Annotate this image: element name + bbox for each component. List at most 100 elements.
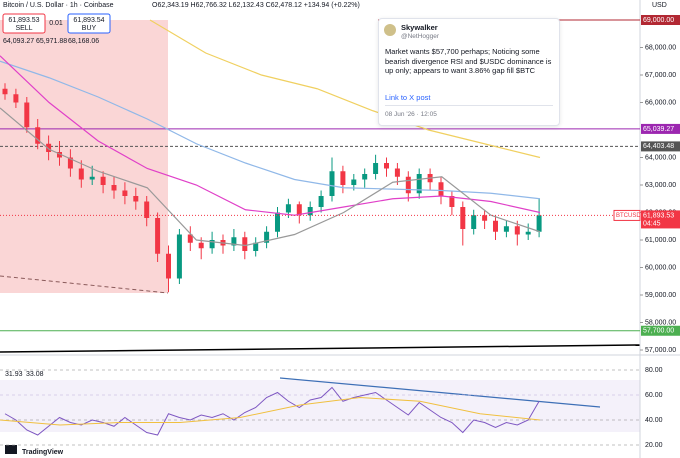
candle-body bbox=[78, 168, 84, 180]
rsi-tick-label: 40.00 bbox=[645, 417, 663, 424]
candle-body bbox=[231, 237, 237, 246]
tweet-link[interactable]: Link to X post bbox=[385, 93, 431, 102]
sell-price: 61,893.53 bbox=[8, 17, 39, 24]
level-label: 57,700.00 bbox=[643, 328, 674, 335]
candle-body bbox=[471, 215, 477, 229]
candle-body bbox=[318, 196, 324, 207]
candle-body bbox=[46, 143, 52, 152]
candle-body bbox=[482, 215, 488, 221]
rsi-ma-value: 33.08 bbox=[26, 371, 44, 378]
candle-body bbox=[503, 226, 509, 232]
y-tick-label: 66,000.00 bbox=[645, 99, 676, 106]
moving-average bbox=[149, 19, 541, 159]
candle-body bbox=[405, 176, 411, 194]
level-badge bbox=[641, 325, 680, 336]
candle-body bbox=[493, 220, 498, 232]
tweet-date: 08 Jun '26 · 12:05 bbox=[385, 111, 437, 118]
trendline bbox=[0, 344, 641, 353]
candle-body bbox=[340, 171, 346, 185]
candle-body bbox=[242, 237, 248, 251]
rsi-line bbox=[4, 386, 540, 436]
moving-average bbox=[0, 60, 541, 200]
price-badge bbox=[641, 210, 680, 229]
candle-body bbox=[2, 88, 8, 95]
candle-body bbox=[100, 176, 106, 185]
y-tick-label: 60,000.00 bbox=[645, 264, 676, 271]
rsi-band bbox=[0, 380, 640, 432]
level-badge bbox=[641, 123, 680, 134]
candle-body bbox=[176, 234, 182, 279]
logo: TradingView bbox=[22, 449, 64, 456]
tweet-text: Market wants $57,700 perhaps; Noticing s… bbox=[385, 47, 552, 75]
spread: 0.01 bbox=[49, 20, 63, 27]
author: Skywalker bbox=[401, 23, 438, 32]
buy-label: BUY bbox=[82, 25, 97, 32]
candle-body bbox=[67, 157, 73, 169]
candle-body bbox=[122, 190, 128, 196]
rsi-ma-line bbox=[0, 396, 541, 426]
shaded-zone bbox=[0, 20, 168, 293]
y-tick-label: 57,000.00 bbox=[645, 347, 676, 354]
level-label: 64,403.48 bbox=[643, 143, 674, 150]
candle-body bbox=[416, 174, 422, 194]
level-badge bbox=[641, 141, 680, 152]
buy-button[interactable] bbox=[67, 13, 111, 34]
y-tick-label: 67,000.00 bbox=[645, 72, 676, 79]
level-badge bbox=[641, 15, 680, 25]
candle-body bbox=[536, 215, 542, 232]
logo-icon bbox=[5, 445, 17, 454]
countdown: 04:45 bbox=[643, 220, 661, 227]
y-tick-label: 59,000.00 bbox=[645, 292, 676, 299]
candle-body bbox=[329, 171, 335, 196]
candle-body bbox=[253, 242, 259, 251]
candle-body bbox=[525, 231, 531, 235]
indicator-value: 68,168.06 bbox=[68, 38, 99, 45]
symbol-badge bbox=[613, 209, 641, 221]
candle-body bbox=[111, 185, 117, 191]
candle-body bbox=[209, 240, 215, 249]
rsi-tick-label: 60.00 bbox=[645, 392, 663, 399]
rsi-tick-label: 20.00 bbox=[645, 442, 663, 449]
candle-body bbox=[449, 196, 455, 207]
y-tick-label: 58,000.00 bbox=[645, 319, 676, 326]
candle-body bbox=[362, 174, 368, 180]
candle-body bbox=[166, 253, 171, 279]
candle-body bbox=[438, 182, 444, 196]
moving-average bbox=[0, 55, 541, 216]
candle-body bbox=[285, 204, 291, 213]
candle-body bbox=[187, 234, 193, 243]
y-tick-label: 61,000.00 bbox=[645, 237, 676, 244]
buy-price: 61,893.54 bbox=[73, 17, 104, 24]
candle-body bbox=[198, 242, 204, 249]
y-tick-label: 68,000.00 bbox=[645, 44, 676, 51]
price-label: 61,893.53 bbox=[643, 212, 674, 219]
candle-body bbox=[13, 94, 19, 103]
rsi-value: 31.93 bbox=[5, 371, 23, 378]
candle-body bbox=[35, 127, 41, 144]
y-tick-label: 64,000.00 bbox=[645, 154, 676, 161]
level-label: 65,039.27 bbox=[643, 126, 674, 133]
candle-body bbox=[24, 102, 30, 128]
indicator-value: 64,093.27 bbox=[3, 38, 34, 45]
sell-label: SELL bbox=[15, 25, 32, 32]
candle-body bbox=[264, 231, 270, 243]
candle-body bbox=[307, 207, 313, 216]
candle-body bbox=[394, 168, 400, 177]
symbol-label: BTCUSD bbox=[616, 213, 641, 219]
candle-body bbox=[133, 196, 139, 202]
candle-body bbox=[460, 207, 466, 229]
candle-body bbox=[89, 176, 95, 180]
currency: USD bbox=[652, 2, 667, 9]
candle-body bbox=[351, 179, 357, 185]
candle-body bbox=[384, 163, 389, 169]
rsi-tick-label: 80.00 bbox=[645, 367, 663, 374]
level-label: 69,000.00 bbox=[643, 17, 674, 24]
candle-body bbox=[373, 163, 379, 174]
divider bbox=[385, 105, 553, 106]
symbol: Bitcoin / U.S. Dollar · 1h · Coinbase bbox=[3, 2, 114, 9]
sell-button[interactable] bbox=[2, 13, 46, 34]
avatar bbox=[384, 24, 396, 36]
tweet-card: Skywalker @NetHogger Market wants $57,70… bbox=[378, 18, 560, 126]
candle-body bbox=[57, 152, 62, 158]
